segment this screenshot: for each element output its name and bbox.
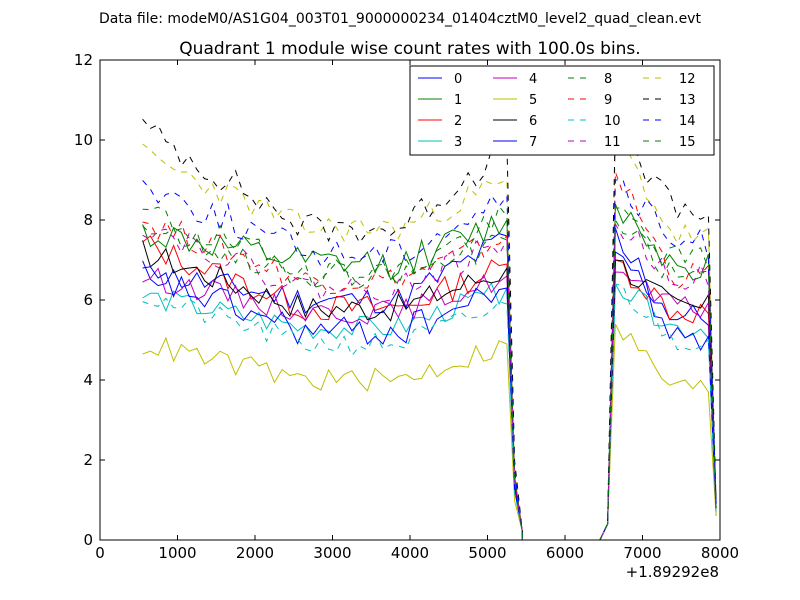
series-line-5 [142,323,717,541]
series-line-1 [142,203,717,541]
legend-label-8: 8 [604,72,612,87]
x-offset-label: +1.89292e8 [626,563,719,581]
legend-label-4: 4 [529,72,537,87]
series-line-8 [142,205,717,541]
series-line-6 [142,240,717,541]
y-tick-label: 8 [83,211,93,229]
x-tick-label: 2000 [236,544,274,562]
series-line-9 [142,171,717,541]
legend-label-10: 10 [604,114,621,129]
y-tick-label: 10 [74,131,93,149]
x-tick-label: 6000 [546,544,584,562]
series-line-3 [142,282,717,541]
x-tick-label: 8000 [701,544,739,562]
legend-label-15: 15 [679,135,696,150]
x-tick-label: 5000 [468,544,506,562]
legend-label-12: 12 [679,72,696,87]
legend-label-0: 0 [454,72,462,87]
x-tick-label: 1000 [158,544,196,562]
legend-label-6: 6 [529,114,537,129]
legend-label-1: 1 [454,93,462,108]
y-tick-label: 0 [83,531,93,549]
series-line-10 [142,283,717,541]
y-tick-label: 4 [83,371,93,389]
legend-label-7: 7 [529,135,537,150]
legend-label-11: 11 [604,135,621,150]
series-line-4 [142,267,717,541]
series-line-12 [142,134,717,541]
legend-label-13: 13 [679,93,696,108]
series-line-14 [142,179,717,541]
series-line-2 [142,235,717,541]
legend-label-2: 2 [454,114,462,129]
legend-label-3: 3 [454,135,462,150]
legend-label-9: 9 [604,93,612,108]
x-tick-label: 7000 [623,544,661,562]
chart-title: Quadrant 1 module wise count rates with … [179,39,640,59]
series-line-13 [142,118,717,541]
x-tick-label: 4000 [391,544,429,562]
legend-label-14: 14 [679,114,696,129]
legend-label-5: 5 [529,93,537,108]
ticks-layer: 0 1000 2000 3000 4000 5000 6000 7000 80000246810… [74,51,739,562]
y-tick-label: 6 [83,291,93,309]
x-tick-label: 3000 [313,544,351,562]
figure-suptitle: Data file: modeM0/AS1G04_003T01_90000002… [99,11,701,27]
series-layer [142,118,717,541]
y-tick-label: 12 [74,51,93,69]
x-tick-label: 0 [95,544,105,562]
series-line-15 [142,218,717,541]
series-line-11 [142,222,717,541]
y-tick-label: 2 [83,451,93,469]
legend-frame [409,65,715,156]
